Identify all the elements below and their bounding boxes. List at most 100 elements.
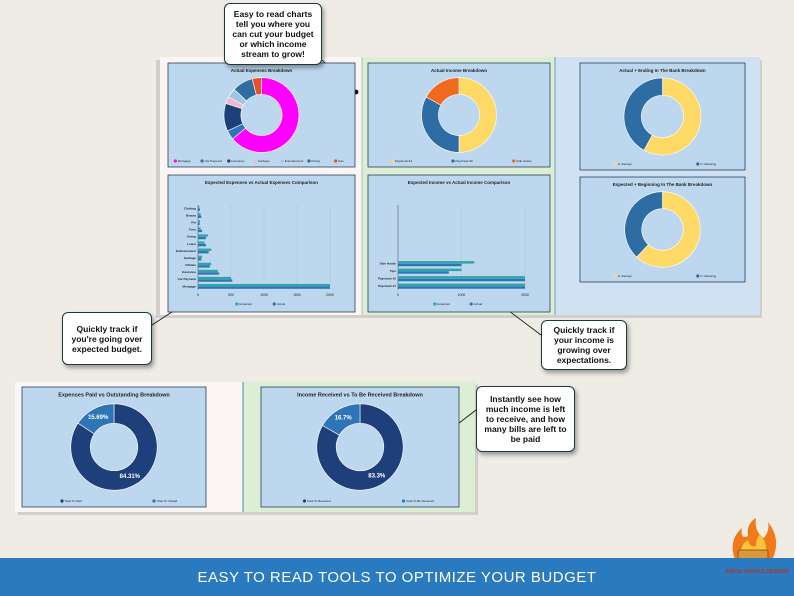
legend-swatch bbox=[401, 499, 406, 503]
legend-swatch bbox=[696, 162, 700, 166]
y-tick-label: Fees bbox=[189, 228, 196, 232]
legend-swatch bbox=[272, 302, 276, 306]
x-tick-label: 500 bbox=[228, 293, 234, 297]
legend-swatch bbox=[60, 499, 64, 503]
legend-swatch bbox=[280, 159, 284, 163]
donut-slice bbox=[70, 403, 158, 491]
bar bbox=[198, 286, 330, 289]
legend-label: Dining bbox=[311, 159, 320, 163]
x-tick-label: 2000 bbox=[521, 293, 529, 297]
callout: Instantly see how much income is left to… bbox=[476, 386, 575, 452]
bar bbox=[398, 278, 525, 282]
legend-swatch bbox=[253, 159, 258, 163]
legend-label: Gas bbox=[338, 159, 344, 163]
legend-swatch bbox=[227, 159, 231, 163]
bar bbox=[198, 222, 200, 226]
y-tick-label: Utilities bbox=[185, 263, 196, 267]
legend-swatch bbox=[433, 302, 437, 306]
chart-title: Expected Income vs Actual Income Compari… bbox=[408, 180, 511, 185]
bar bbox=[398, 286, 525, 289]
legend-label: Total To Received bbox=[307, 499, 331, 503]
value-label: 16.7% bbox=[335, 416, 353, 422]
bar bbox=[198, 208, 200, 211]
bar bbox=[398, 268, 462, 272]
legend-label: Insurance bbox=[231, 159, 245, 163]
callout: Easy to read charts tell you where you c… bbox=[224, 3, 322, 65]
bar bbox=[198, 272, 220, 275]
bar bbox=[398, 261, 475, 264]
donut-slice bbox=[623, 77, 663, 151]
donut-slice bbox=[316, 403, 404, 491]
bar bbox=[198, 220, 200, 223]
bar bbox=[198, 262, 212, 266]
bar bbox=[198, 243, 206, 247]
x-tick-label: 2000 bbox=[326, 293, 334, 297]
bar bbox=[198, 227, 201, 230]
donut-slice bbox=[251, 77, 262, 96]
donut-slice bbox=[425, 77, 460, 106]
bar bbox=[198, 255, 202, 258]
donut-slice bbox=[458, 77, 497, 153]
chart-title: Actual Expenses Breakdown bbox=[231, 68, 293, 73]
chart-title: Expected Expenses vs Actual Expenses Com… bbox=[205, 180, 318, 185]
legend-label: Garbage bbox=[258, 159, 270, 163]
y-tick-label: Car Payment bbox=[178, 277, 196, 281]
legend-label: Paycheck #1 bbox=[395, 159, 413, 163]
donut-slice bbox=[636, 191, 701, 268]
legend-swatch bbox=[235, 302, 239, 306]
legend-label: Entertainment bbox=[285, 159, 304, 163]
chart-title: Actual + Ending In The Bank Breakdown bbox=[619, 68, 706, 73]
chart-panel bbox=[367, 174, 551, 313]
legend-swatch bbox=[334, 159, 338, 163]
legend-swatch bbox=[200, 159, 204, 163]
legend-swatch bbox=[307, 159, 311, 163]
legend-label: Actual bbox=[277, 302, 286, 306]
banner: EASY TO READ TOOLS TO OPTIMIZE YOUR BUDG… bbox=[0, 558, 794, 596]
chart-title: Income Received vs To Be Received Breakd… bbox=[297, 392, 423, 398]
x-tick-label: 1000 bbox=[458, 293, 466, 297]
bar bbox=[198, 213, 201, 216]
chart-title: Expenses Paid vs Outstanding Breakdown bbox=[58, 392, 170, 398]
legend-label: Actual bbox=[474, 302, 483, 306]
y-tick-label: Garbage bbox=[184, 256, 197, 260]
chart-title: Actual Income Breakdown bbox=[431, 68, 488, 73]
donut-slice bbox=[643, 77, 702, 156]
y-tick-label: Loans bbox=[187, 242, 196, 246]
legend-swatch bbox=[512, 159, 516, 163]
value-label: 83.3% bbox=[368, 474, 386, 480]
bar bbox=[198, 258, 202, 261]
legend-swatch bbox=[302, 499, 307, 503]
logo: AWFUL WAFFLE DESIGNS bbox=[725, 569, 789, 575]
y-tick-label: Paycheck #1 bbox=[378, 284, 396, 288]
legend-label: Expected bbox=[437, 302, 450, 306]
legend-swatch bbox=[469, 302, 473, 306]
legend-swatch bbox=[613, 162, 617, 166]
bar bbox=[198, 251, 209, 254]
callout: Quickly track if you're going over expec… bbox=[62, 312, 152, 365]
y-tick-label: Entertainment bbox=[176, 249, 196, 253]
legend-swatch bbox=[696, 274, 700, 278]
donut-slice bbox=[322, 403, 361, 436]
bar bbox=[398, 263, 462, 267]
legend-label: Mortgage bbox=[178, 159, 191, 163]
bar bbox=[198, 229, 202, 233]
chart-title: Expected + Beginning In The Bank Breakdo… bbox=[613, 182, 713, 187]
bar bbox=[198, 241, 205, 244]
legend-label: In Checking bbox=[700, 274, 716, 278]
legend-label: In Savings bbox=[618, 274, 633, 278]
legend-swatch bbox=[173, 159, 177, 163]
legend-swatch bbox=[451, 159, 455, 163]
donut-slice bbox=[624, 191, 663, 258]
y-tick-label: Paycheck #2 bbox=[378, 277, 396, 281]
x-tick-label: 0 bbox=[397, 293, 399, 297]
bar bbox=[198, 248, 212, 251]
y-tick-label: Mortgage bbox=[183, 284, 197, 288]
bar bbox=[198, 215, 202, 218]
legend-label: In Checking bbox=[700, 162, 716, 166]
logo-icon bbox=[732, 518, 777, 561]
bar bbox=[398, 271, 449, 274]
y-tick-label: Giving bbox=[187, 235, 197, 239]
y-tick-label: Pet bbox=[191, 221, 196, 225]
chart-panel bbox=[167, 174, 356, 313]
